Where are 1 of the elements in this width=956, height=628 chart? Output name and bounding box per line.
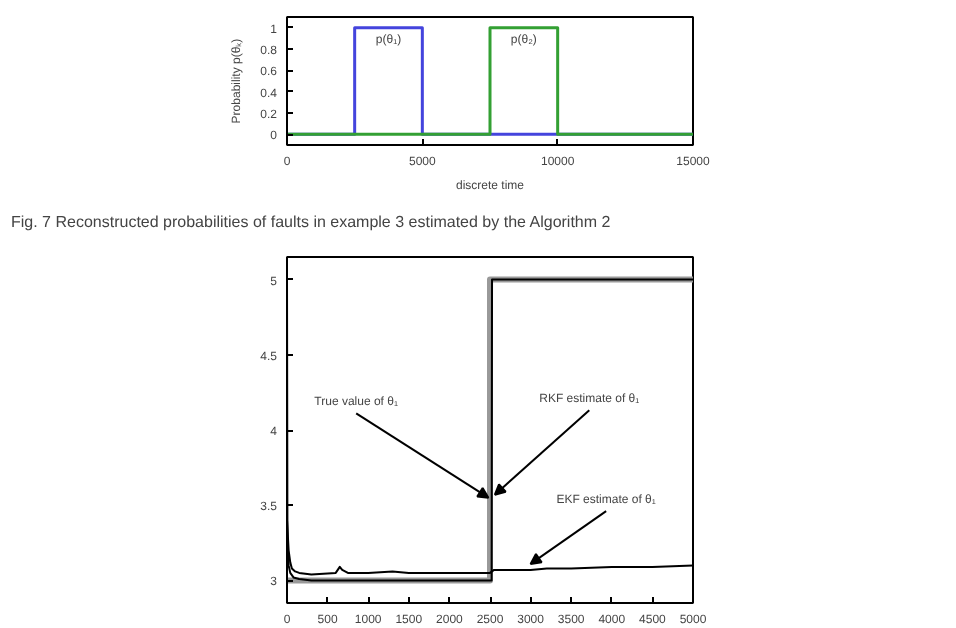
caption: Fig. 7 Reconstructed probabilities of faults in example 3 estimated by the Algorithm 2 — [11, 213, 612, 231]
